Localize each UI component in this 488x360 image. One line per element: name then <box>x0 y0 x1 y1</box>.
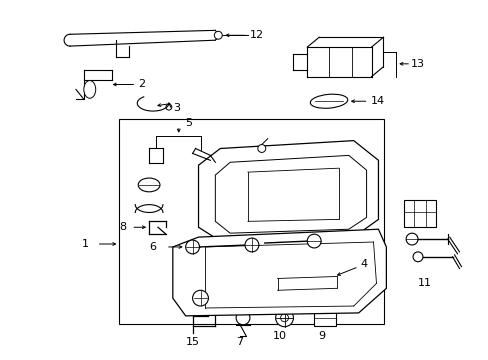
Text: 15: 15 <box>185 337 199 347</box>
Text: 1: 1 <box>81 239 89 249</box>
Text: 10: 10 <box>272 330 286 341</box>
Circle shape <box>236 311 249 325</box>
Circle shape <box>306 234 321 248</box>
Circle shape <box>275 309 293 327</box>
Circle shape <box>244 238 258 252</box>
Text: 9: 9 <box>318 330 325 341</box>
Text: 7: 7 <box>236 337 243 347</box>
Polygon shape <box>215 156 366 233</box>
Text: 6: 6 <box>149 242 156 252</box>
Ellipse shape <box>83 81 96 98</box>
Text: 13: 13 <box>410 59 424 69</box>
Circle shape <box>257 145 265 152</box>
Text: 4: 4 <box>360 259 367 269</box>
Bar <box>404 200 435 227</box>
Circle shape <box>412 252 422 262</box>
Ellipse shape <box>310 94 347 108</box>
Text: 8: 8 <box>119 222 126 232</box>
Text: 14: 14 <box>370 96 384 106</box>
Circle shape <box>214 31 222 39</box>
Polygon shape <box>172 229 386 316</box>
Circle shape <box>280 314 288 322</box>
Text: 5: 5 <box>185 118 192 128</box>
Circle shape <box>406 233 417 245</box>
Polygon shape <box>198 141 378 241</box>
Bar <box>314 310 335 326</box>
Circle shape <box>185 240 199 254</box>
Text: 3: 3 <box>172 103 180 113</box>
Circle shape <box>165 104 171 110</box>
Circle shape <box>192 290 208 306</box>
Ellipse shape <box>138 178 160 192</box>
Bar <box>119 119 384 324</box>
Text: 2: 2 <box>138 80 145 90</box>
Text: 12: 12 <box>249 30 264 40</box>
Text: 11: 11 <box>417 278 431 288</box>
